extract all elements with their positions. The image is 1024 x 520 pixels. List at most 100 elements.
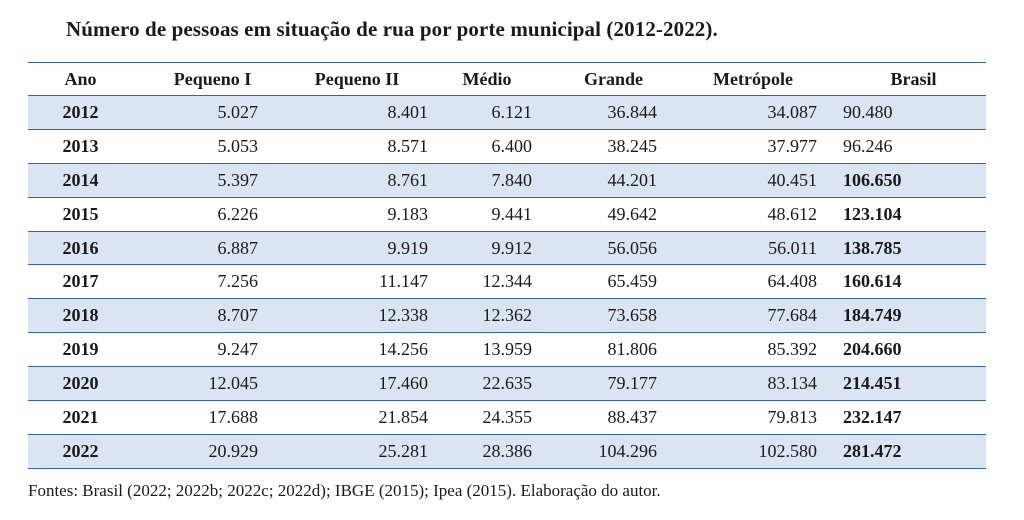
- cell-grande: 65.459: [607, 271, 658, 292]
- cell-pequeno-ii: 8.401: [387, 101, 429, 122]
- cell-ano: 2012: [62, 101, 99, 122]
- cell-pequeno-ii: 8.761: [387, 169, 429, 190]
- cell-ano: 2017: [62, 271, 99, 292]
- cell-brasil: 138.785: [843, 237, 902, 258]
- table-row: 2018 8.707 12.338 12.362 73.658 77.684 184.749: [28, 298, 986, 333]
- table-body: 2012 5.027 8.401 6.121 36.844 34.087 90.480 201…: [28, 95, 986, 469]
- cell-metropole: 37.977: [767, 135, 818, 156]
- cell-pequeno-i: 5.053: [217, 135, 259, 156]
- cell-pequeno-i: 20.929: [208, 440, 259, 461]
- cell-pequeno-ii: 12.338: [378, 305, 429, 326]
- table-title: Número de pessoas em situação de rua por…: [66, 17, 718, 41]
- cell-pequeno-i: 6.226: [217, 203, 259, 224]
- table-row: 2019 9.247 14.256 13.959 81.806 85.392 204.660: [28, 333, 986, 367]
- cell-pequeno-ii: 21.854: [378, 406, 429, 427]
- cell-medio: 12.362: [482, 305, 533, 326]
- cell-medio: 9.441: [491, 203, 533, 224]
- cell-pequeno-i: 7.256: [217, 271, 259, 292]
- cell-grande: 73.658: [607, 305, 658, 326]
- table-row: 2017 7.256 11.147 12.344 65.459 64.408 160.614: [28, 265, 986, 299]
- table-row: 2015 6.226 9.183 9.441 49.642 48.612 123.104: [28, 197, 986, 232]
- cell-brasil: 184.749: [843, 305, 902, 326]
- cell-pequeno-ii: 17.460: [378, 373, 429, 394]
- cell-grande: 79.177: [607, 373, 658, 394]
- cell-ano: 2020: [62, 373, 99, 394]
- cell-pequeno-ii: 25.281: [378, 440, 429, 461]
- header-row: Ano Pequeno I Pequeno II Médio Grande Me…: [28, 62, 986, 96]
- table-row: 2022 20.929 25.281 28.386 104.296 102.580 281.…: [28, 434, 986, 469]
- header-ano: Ano: [64, 68, 97, 89]
- cell-medio: 13.959: [482, 339, 533, 360]
- cell-metropole: 102.580: [758, 440, 818, 461]
- cell-brasil: 204.660: [843, 339, 902, 360]
- cell-pequeno-i: 5.027: [217, 101, 259, 122]
- cell-pequeno-ii: 14.256: [378, 339, 429, 360]
- cell-grande: 104.296: [598, 440, 658, 461]
- cell-medio: 6.400: [491, 135, 533, 156]
- header-medio: Médio: [462, 68, 512, 89]
- data-table: Ano Pequeno I Pequeno II Médio Grande Me…: [28, 62, 986, 469]
- cell-pequeno-i: 9.247: [217, 339, 259, 360]
- table-row: 2012 5.027 8.401 6.121 36.844 34.087 90.480: [28, 95, 986, 130]
- table-row: 2013 5.053 8.571 6.400 38.245 37.977 96.246: [28, 129, 986, 164]
- cell-pequeno-ii: 11.147: [379, 271, 428, 292]
- cell-pequeno-i: 17.688: [208, 406, 259, 427]
- cell-grande: 44.201: [607, 169, 658, 190]
- cell-pequeno-ii: 8.571: [387, 135, 429, 156]
- header-brasil: Brasil: [890, 68, 937, 89]
- cell-ano: 2014: [62, 169, 99, 190]
- cell-ano: 2015: [62, 203, 99, 224]
- cell-ano: 2021: [62, 406, 99, 427]
- cell-metropole: 48.612: [767, 203, 818, 224]
- cell-metropole: 77.684: [767, 305, 818, 326]
- cell-pequeno-i: 8.707: [217, 305, 259, 326]
- cell-metropole: 85.392: [767, 339, 818, 360]
- cell-pequeno-i: 6.887: [217, 237, 259, 258]
- header-pequeno-ii: Pequeno II: [314, 68, 400, 89]
- cell-brasil: 90.480: [843, 101, 893, 122]
- cell-pequeno-ii: 9.183: [387, 203, 429, 224]
- cell-pequeno-i: 12.045: [208, 373, 259, 394]
- cell-medio: 7.840: [491, 169, 533, 190]
- cell-brasil: 106.650: [843, 169, 902, 190]
- header-pequeno-i: Pequeno I: [173, 68, 252, 89]
- cell-metropole: 34.087: [767, 101, 818, 122]
- cell-grande: 56.056: [607, 237, 658, 258]
- table-row: 2014 5.397 8.761 7.840 44.201 40.451 106.650: [28, 163, 986, 198]
- cell-medio: 24.355: [482, 406, 533, 427]
- cell-metropole: 79.813: [767, 406, 818, 427]
- cell-ano: 2013: [62, 135, 99, 156]
- cell-grande: 81.806: [607, 339, 658, 360]
- source-note: Fontes: Brasil (2022; 2022b; 2022c; 2022…: [28, 481, 661, 500]
- cell-ano: 2016: [62, 237, 99, 258]
- cell-grande: 88.437: [607, 406, 658, 427]
- table-row: 2021 17.688 21.854 24.355 88.437 79.813 232.14…: [28, 401, 986, 435]
- cell-brasil: 232.147: [843, 406, 902, 427]
- cell-brasil: 123.104: [843, 203, 902, 224]
- cell-brasil: 160.614: [843, 271, 902, 292]
- cell-ano: 2019: [62, 339, 99, 360]
- cell-medio: 9.912: [491, 237, 533, 258]
- cell-medio: 28.386: [482, 440, 533, 461]
- cell-grande: 36.844: [607, 101, 658, 122]
- table-row: 2020 12.045 17.460 22.635 79.177 83.134 214.45…: [28, 366, 986, 401]
- cell-medio: 6.121: [491, 101, 533, 122]
- cell-metropole: 83.134: [767, 373, 818, 394]
- cell-medio: 22.635: [482, 373, 533, 394]
- cell-grande: 38.245: [607, 135, 658, 156]
- header-grande: Grande: [583, 68, 643, 89]
- cell-metropole: 56.011: [768, 237, 817, 258]
- header-metropole: Metrópole: [713, 68, 793, 89]
- table-row: 2016 6.887 9.919 9.912 56.056 56.011 138.785: [28, 231, 986, 265]
- cell-brasil: 214.451: [843, 373, 902, 394]
- cell-pequeno-i: 5.397: [217, 169, 259, 190]
- cell-grande: 49.642: [607, 203, 658, 224]
- cell-metropole: 40.451: [767, 169, 818, 190]
- cell-medio: 12.344: [482, 271, 533, 292]
- cell-brasil: 96.246: [843, 135, 893, 156]
- cell-metropole: 64.408: [767, 271, 818, 292]
- cell-brasil: 281.472: [843, 440, 902, 461]
- cell-pequeno-ii: 9.919: [387, 237, 429, 258]
- cell-ano: 2018: [62, 305, 99, 326]
- cell-ano: 2022: [62, 440, 99, 461]
